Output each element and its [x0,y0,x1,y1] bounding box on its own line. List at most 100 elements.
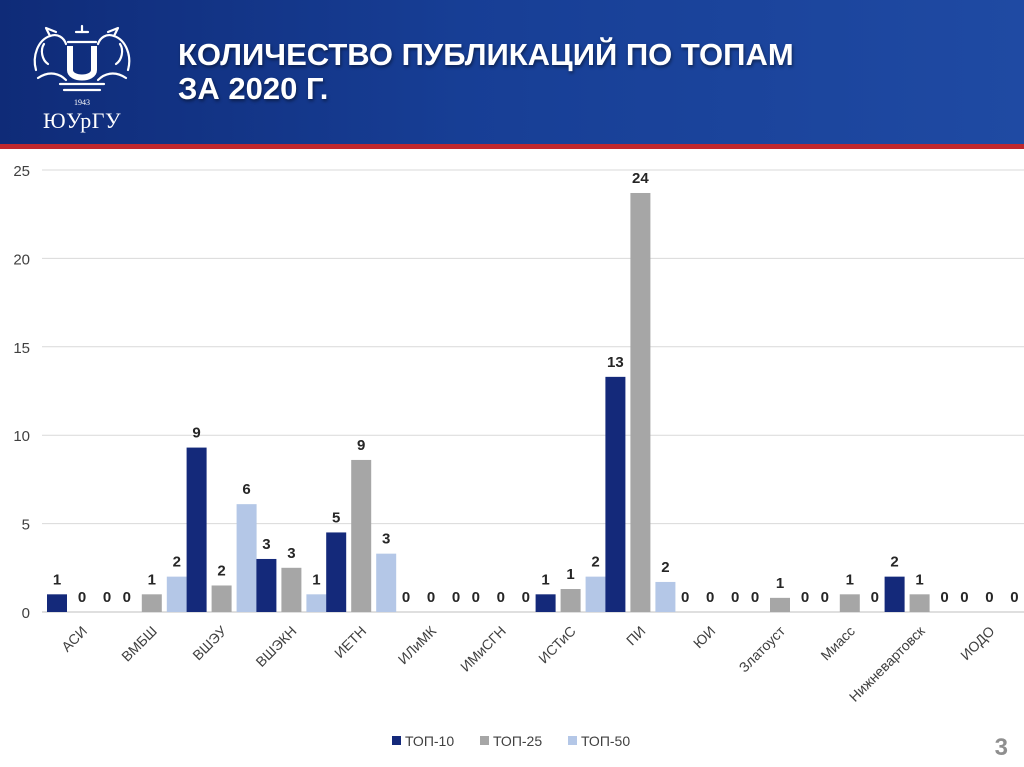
data-label: 2 [173,554,181,571]
y-tick-label: 20 [13,251,30,268]
data-label: 0 [497,589,505,606]
data-label: 0 [871,589,879,606]
y-tick-label: 25 [13,163,30,180]
data-label: 3 [382,531,390,548]
header-banner: 1943 ЮУрГУ КОЛИЧЕСТВО ПУБЛИКАЦИЙ ПО ТОПА… [0,0,1024,144]
legend-label: ТОП-10 [405,733,454,749]
bar-топ-25 [141,594,162,612]
data-label: 0 [731,589,739,606]
y-tick-label: 10 [13,428,30,445]
legend-label: ТОП-25 [493,733,542,749]
data-label: 13 [607,354,624,371]
university-logo: 1943 ЮУрГУ [30,20,142,133]
x-tick-label: ИЛиМК [395,622,440,667]
x-tick-label: ВШЭКН [252,623,299,670]
data-label: 0 [103,589,111,606]
data-label: 9 [357,437,365,454]
data-label: 0 [821,589,829,606]
data-label: 0 [751,589,759,606]
bar-топ-10 [186,447,207,612]
data-label: 2 [661,559,669,576]
data-label: 0 [452,589,460,606]
data-label: 24 [632,170,649,187]
header-stripe [0,144,1024,149]
data-label: 0 [960,589,968,606]
data-label: 1 [915,571,923,588]
bar-топ-25 [560,589,581,612]
bar-топ-25 [211,585,232,612]
data-label: 9 [192,425,200,442]
data-label: 3 [287,545,295,562]
bar-топ-25 [839,594,860,612]
x-tick-label: Нижневартовск [846,622,929,705]
x-tick-label: ВШЭУ [189,623,229,663]
bar-топ-50 [655,581,676,612]
data-label: 0 [940,589,948,606]
bar-топ-10 [326,532,347,612]
data-label: 2 [217,562,225,579]
bar-топ-10 [47,594,67,612]
data-label: 3 [262,536,270,553]
bar-топ-50 [376,553,397,612]
data-label: 2 [890,554,898,571]
y-tick-label: 5 [22,517,30,534]
x-tick-label: ЮИ [690,623,718,651]
x-tick-label: ИЕТН [331,623,369,661]
data-label: 1 [566,566,574,583]
x-tick-label: ИСТиС [535,623,579,667]
legend-swatch [568,736,577,745]
bar-топ-25 [909,594,930,612]
slide-title-line-2: ЗА 2020 Г. [178,71,329,106]
data-label: 1 [541,571,549,588]
logo-wordmark: ЮУрГУ [42,108,122,133]
bar-топ-10 [256,558,277,612]
data-label: 5 [332,509,340,526]
bar-топ-25 [281,567,302,612]
data-label: 0 [985,589,993,606]
legend-swatch [392,736,401,745]
data-label: 0 [427,589,435,606]
data-label: 0 [1010,589,1018,606]
data-label: 6 [242,481,250,498]
bar-топ-50 [166,576,187,612]
x-tick-label: АСИ [58,623,90,655]
data-label: 0 [78,589,86,606]
data-label: 1 [148,571,156,588]
bar-топ-10 [884,576,905,612]
slide-title: КОЛИЧЕСТВО ПУБЛИКАЦИЙ ПО ТОПАМ ЗА 2020 Г… [178,38,794,106]
x-tick-label: ИМиСГН [457,623,509,675]
x-tick-label: Миасс [817,623,858,664]
data-label: 1 [846,571,854,588]
logo-year: 1943 [74,98,90,107]
x-tick-label: ИОДО [957,623,997,663]
data-label: 0 [522,589,530,606]
data-label: 2 [591,554,599,571]
x-tick-label: ПИ [623,623,649,649]
data-label: 1 [53,571,61,588]
data-label: 0 [681,589,689,606]
data-label: 0 [123,589,131,606]
bar-топ-25 [351,459,372,612]
data-label: 1 [312,571,320,588]
x-tick-label: ВМБШ [118,623,160,665]
bar-топ-50 [306,594,327,612]
data-label: 0 [801,589,809,606]
data-label: 0 [472,589,480,606]
y-tick-label: 15 [13,340,30,357]
data-label: 0 [706,589,714,606]
slide-title-line-1: КОЛИЧЕСТВО ПУБЛИКАЦИЙ ПО ТОПАМ [178,37,794,72]
bar-топ-10 [535,594,556,612]
data-label: 0 [402,589,410,606]
bar-топ-25 [630,192,651,612]
bar-топ-10 [605,376,626,612]
x-tick-label: Златоуст [736,622,789,675]
y-tick-label: 0 [22,605,30,622]
data-label: 1 [776,575,784,592]
bar-топ-50 [585,576,606,612]
legend-swatch [480,736,489,745]
bar-топ-25 [770,597,790,612]
page-number: 3 [994,734,1008,761]
griffin-emblem-icon [33,24,131,92]
legend-label: ТОП-50 [581,733,630,749]
